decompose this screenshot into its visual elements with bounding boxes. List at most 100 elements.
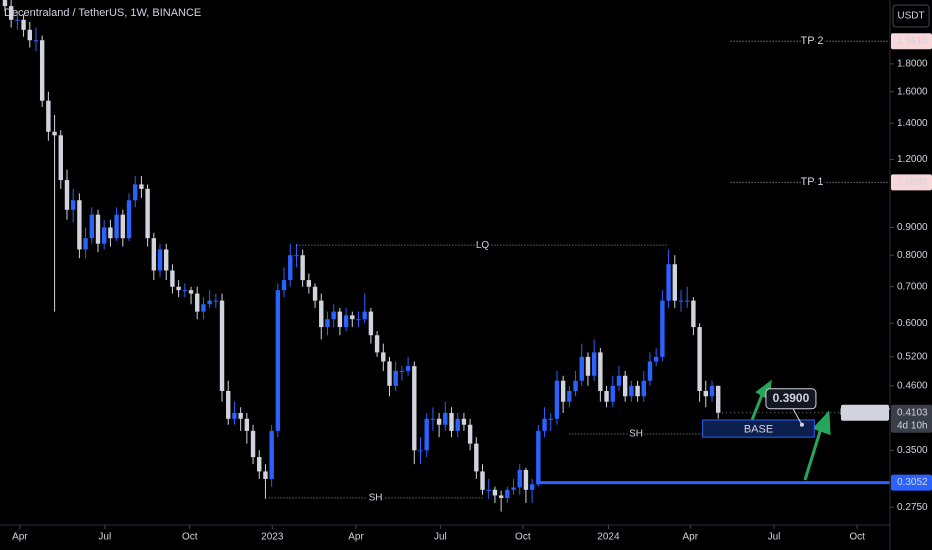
candle-body bbox=[101, 227, 107, 244]
candle-body bbox=[275, 290, 281, 431]
candle-body bbox=[343, 315, 349, 328]
candle-body bbox=[697, 327, 702, 391]
candle-body bbox=[281, 280, 287, 291]
candle-body bbox=[8, 6, 14, 20]
candle-body bbox=[567, 390, 572, 402]
candle-body bbox=[455, 418, 460, 431]
candle-body bbox=[95, 214, 101, 244]
candle-body bbox=[629, 385, 634, 397]
y-tick-label: 1.4000 bbox=[897, 118, 928, 129]
y-tick-label: 0.2750 bbox=[897, 502, 928, 513]
candle-body bbox=[374, 335, 380, 353]
candle-body bbox=[461, 418, 467, 425]
candle-body bbox=[52, 131, 57, 136]
candle-body bbox=[436, 418, 442, 425]
candle-body bbox=[660, 300, 665, 357]
candle-body bbox=[257, 457, 262, 472]
candle-body bbox=[170, 270, 175, 287]
candle-body bbox=[83, 238, 88, 250]
candle-body bbox=[691, 300, 696, 328]
candle-body bbox=[300, 255, 305, 281]
candle-body bbox=[188, 290, 194, 294]
candle-body bbox=[145, 188, 150, 239]
candle-body bbox=[480, 471, 485, 490]
y-tick-label: 0.5200 bbox=[897, 352, 928, 363]
candle-body bbox=[672, 264, 677, 301]
candle-body bbox=[139, 184, 144, 189]
candle-body bbox=[430, 418, 436, 420]
candle-body bbox=[176, 286, 181, 291]
candle-body bbox=[244, 418, 250, 431]
candle-body bbox=[232, 412, 237, 419]
candle-body bbox=[591, 352, 597, 376]
candle-body bbox=[523, 469, 529, 490]
candle-body bbox=[381, 352, 386, 362]
candle-body bbox=[15, 19, 20, 21]
countdown: 4d 10h bbox=[897, 420, 928, 431]
candle-body bbox=[288, 255, 293, 281]
candle-body bbox=[610, 385, 615, 402]
candle-body bbox=[604, 390, 609, 402]
candle-body bbox=[647, 361, 653, 381]
candle-body bbox=[70, 200, 76, 210]
chart-title: Decentraland / TetherUS, 1W, BINANCE bbox=[4, 7, 201, 19]
candle-body bbox=[356, 319, 361, 321]
candle-body bbox=[21, 19, 26, 30]
price-label-box bbox=[891, 174, 932, 191]
candle-body bbox=[635, 385, 640, 397]
price-label: 1.9810 bbox=[897, 36, 928, 47]
x-tick-label: Jul bbox=[434, 532, 447, 543]
y-tick-label: 0.9000 bbox=[897, 222, 928, 233]
candle-body bbox=[467, 424, 473, 444]
candle-body bbox=[39, 40, 45, 101]
price-label: 1.0897 bbox=[897, 177, 928, 188]
candle-body bbox=[89, 214, 94, 239]
x-tick-label: 2023 bbox=[261, 532, 284, 543]
candle-body bbox=[641, 380, 646, 397]
x-tick-label: Apr bbox=[683, 532, 699, 543]
callout-label: 0.3900 bbox=[773, 391, 810, 405]
candle-body bbox=[622, 375, 628, 397]
candle-body bbox=[548, 418, 553, 420]
price-label-box bbox=[891, 474, 932, 491]
currency: USDT bbox=[897, 11, 924, 22]
x-tick-label: Apr bbox=[12, 532, 28, 543]
y-tick-label: 0.8000 bbox=[897, 250, 928, 261]
candle-body bbox=[226, 390, 231, 419]
candle-body bbox=[133, 184, 138, 201]
candle-body bbox=[418, 450, 423, 452]
candle-body bbox=[412, 366, 417, 451]
candle-body bbox=[368, 311, 374, 336]
candle-body bbox=[542, 418, 547, 431]
candle-body bbox=[362, 311, 367, 320]
candle-body bbox=[219, 300, 225, 391]
plot-area: LQ SH SH bbox=[2, 0, 890, 512]
base-zone bbox=[702, 419, 815, 438]
segment-label: SH bbox=[629, 429, 643, 440]
candle-body bbox=[666, 264, 671, 301]
y-tick-label: 0.6000 bbox=[897, 318, 928, 329]
segment-label: LQ bbox=[476, 240, 490, 251]
candle-body bbox=[108, 227, 113, 239]
candle-body bbox=[560, 380, 566, 402]
x-tick-label: Jul bbox=[768, 532, 781, 543]
candle-body bbox=[306, 280, 312, 287]
candle-body bbox=[319, 300, 324, 328]
candle-body bbox=[703, 390, 708, 397]
candle-body bbox=[492, 489, 498, 496]
segment-label: SH bbox=[369, 493, 383, 504]
candle-body bbox=[585, 356, 591, 376]
callout-leader bbox=[791, 406, 803, 425]
candle-body bbox=[182, 290, 188, 292]
candle-body bbox=[151, 238, 157, 271]
y-tick-label: 1.6000 bbox=[897, 86, 928, 97]
candle-body bbox=[474, 443, 479, 472]
currency-box[interactable] bbox=[892, 4, 930, 28]
candle-body bbox=[46, 100, 51, 132]
y-tick-label: 0.3500 bbox=[897, 445, 928, 456]
candle-body bbox=[27, 29, 32, 41]
candle-body bbox=[195, 293, 200, 312]
candle-body bbox=[114, 214, 119, 239]
symbol-box bbox=[841, 404, 889, 421]
